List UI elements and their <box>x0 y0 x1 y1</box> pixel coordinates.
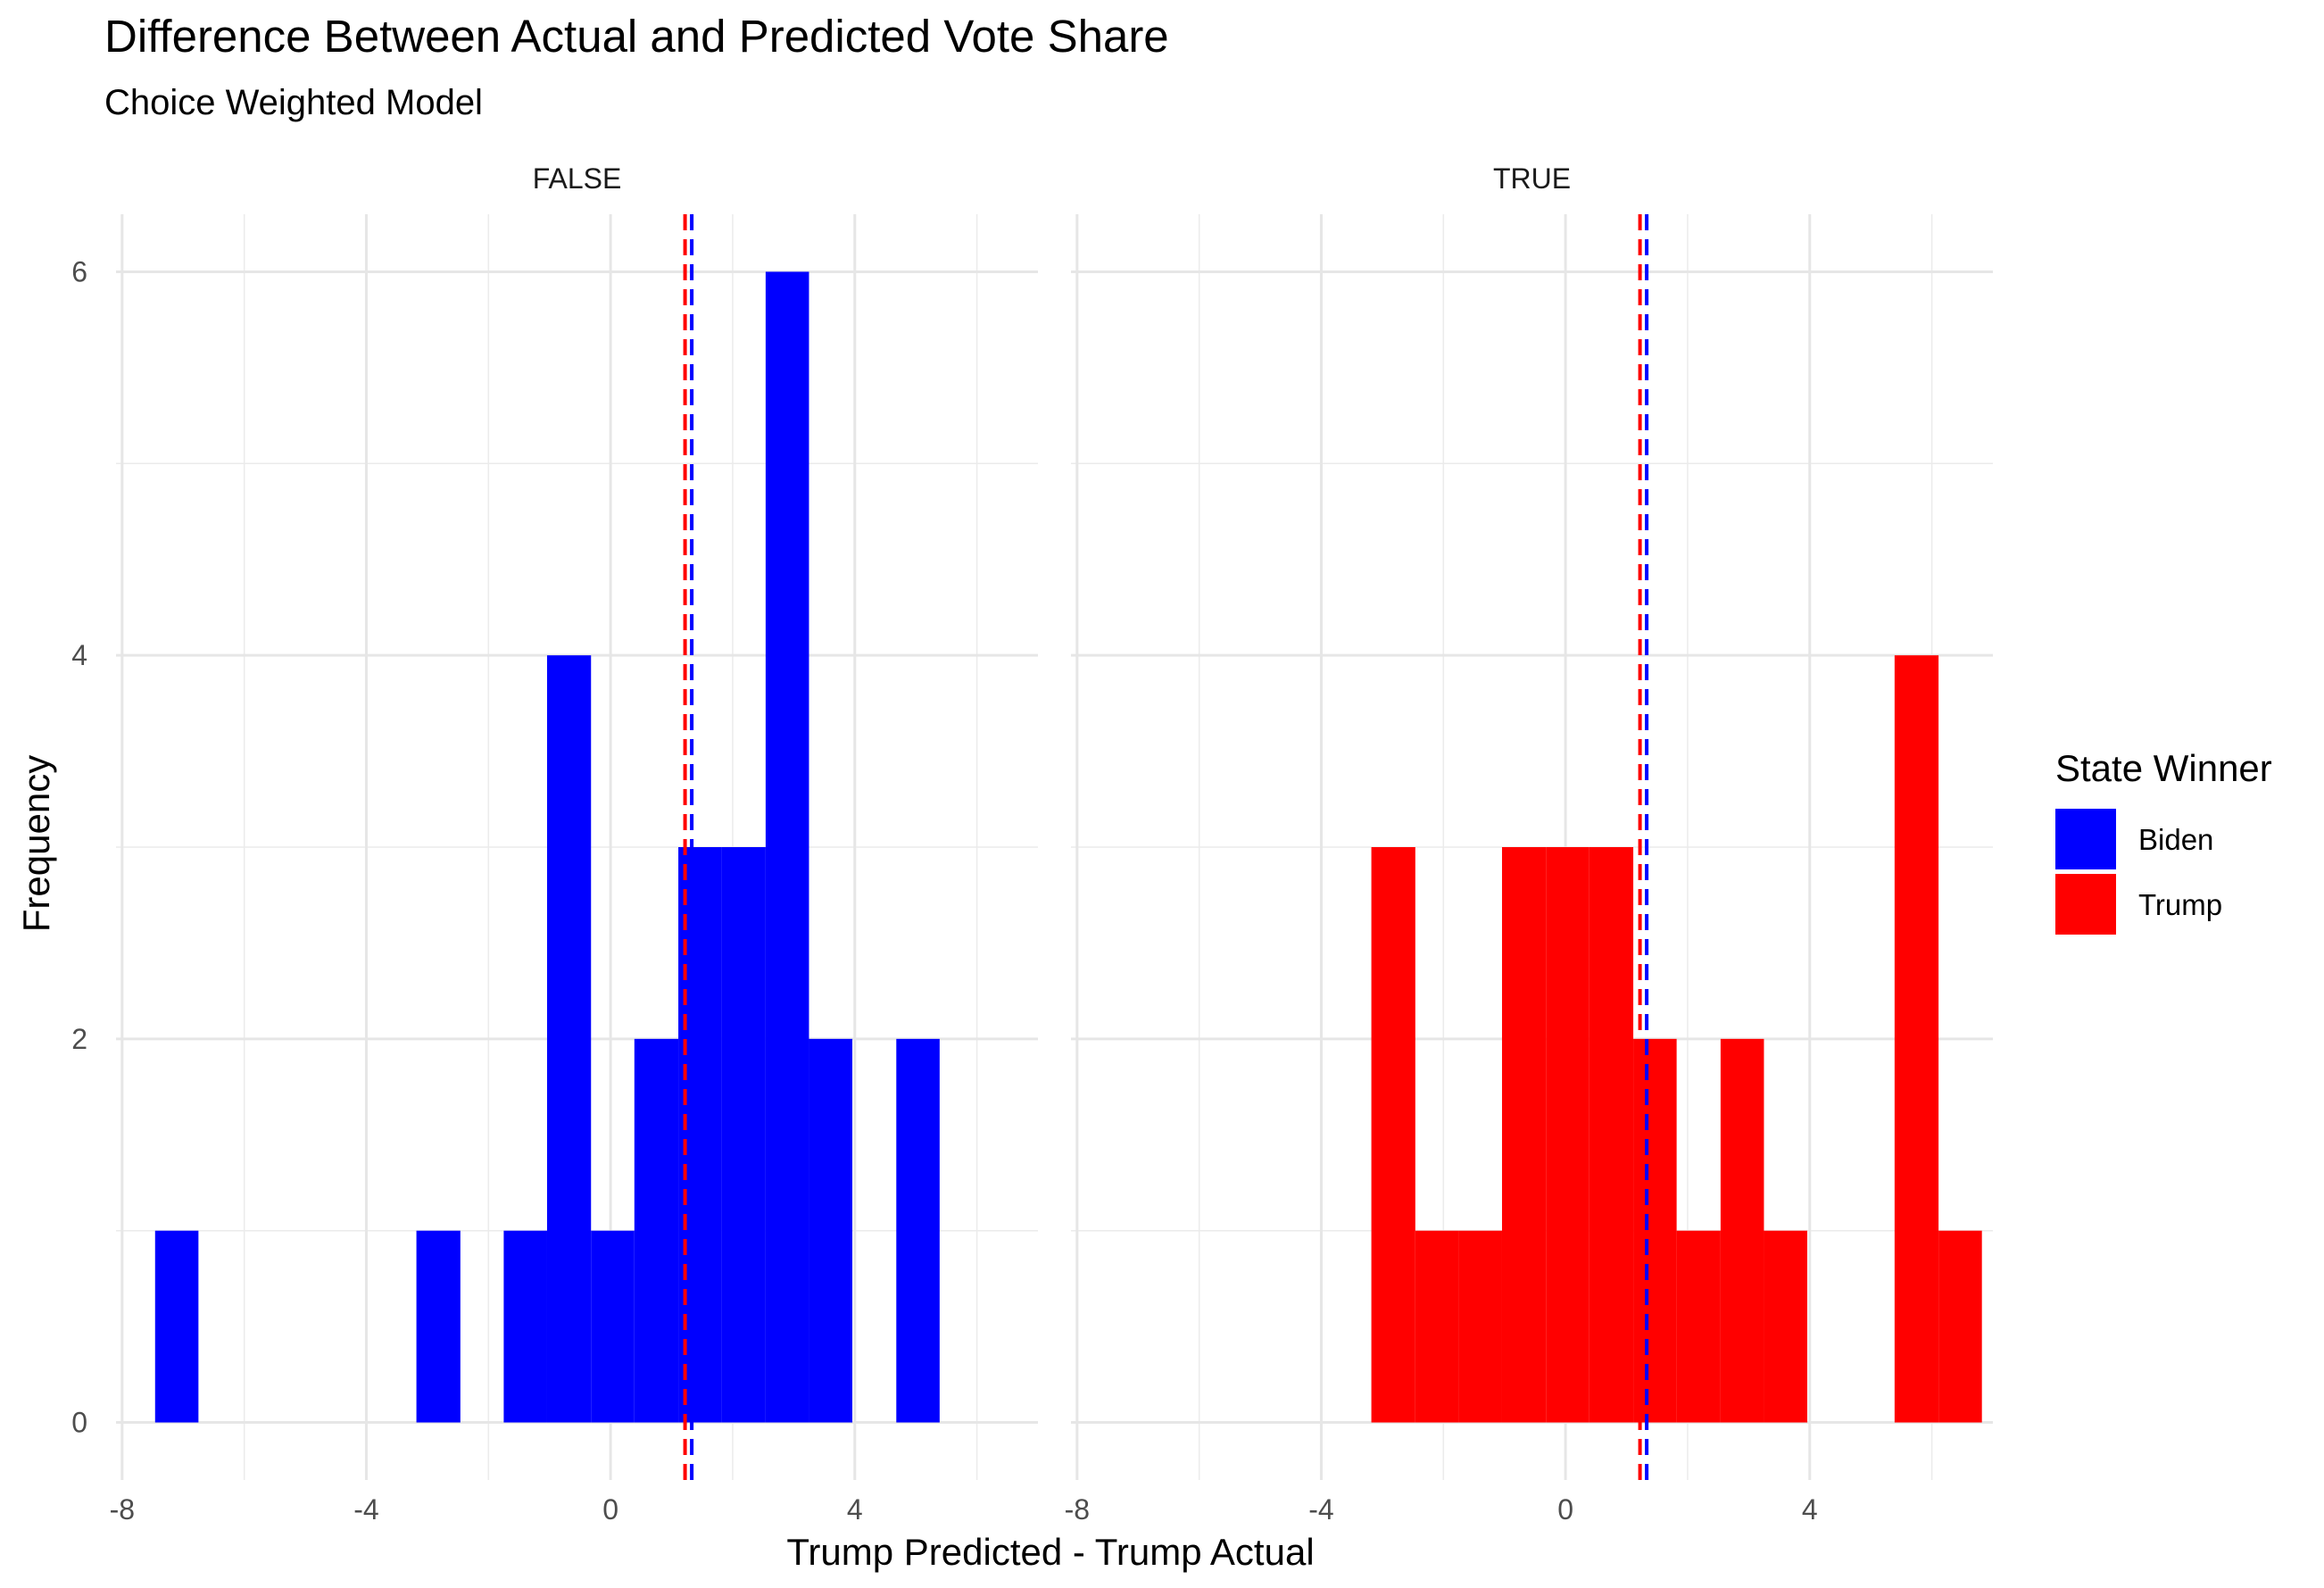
x-tick-label: 4 <box>847 1493 863 1526</box>
histogram-bar <box>809 1038 853 1423</box>
histogram-bar <box>546 655 592 1423</box>
y-tick-label: 6 <box>71 255 87 287</box>
y-tick-label: 0 <box>71 1407 87 1439</box>
legend-label-biden: Biden <box>2138 823 2213 856</box>
legend-label-trump: Trump <box>2138 888 2222 921</box>
facet-panel-false: FALSE -8 -4 0 4 0 2 4 6 <box>71 162 1038 1526</box>
histogram-bar <box>416 1230 461 1423</box>
x-tick-label: 0 <box>602 1493 618 1526</box>
histogram-bar <box>1546 847 1589 1423</box>
chart-subtitle: Choice Weighted Model <box>104 83 483 122</box>
y-tick-label: 2 <box>71 1023 87 1055</box>
histogram-bar <box>1371 847 1415 1423</box>
histogram-bar <box>1764 1230 1808 1423</box>
facet-strip-label: FALSE <box>533 162 622 195</box>
x-tick-label: 0 <box>1557 1493 1573 1526</box>
histogram-bar <box>1894 655 1939 1423</box>
histogram-bar <box>678 847 722 1423</box>
histogram-bar <box>765 271 809 1423</box>
histogram-bar <box>721 847 766 1423</box>
histogram-bar <box>1458 1230 1502 1423</box>
histogram-bar <box>1589 847 1634 1423</box>
legend-title: State Winner <box>2055 747 2272 789</box>
histogram-bar <box>503 1230 547 1423</box>
histogram-bar <box>154 1230 199 1423</box>
x-tick-label: -8 <box>110 1493 135 1526</box>
histogram-bar <box>1415 1230 1459 1423</box>
histogram-bar <box>1938 1230 1982 1423</box>
x-axis-label: Trump Predicted - Trump Actual <box>786 1531 1314 1573</box>
histogram-bar <box>634 1038 679 1423</box>
y-tick-label: 4 <box>71 639 87 671</box>
facet-panel-true: TRUE -8 -4 0 4 <box>1065 162 1993 1526</box>
x-tick-label: -8 <box>1065 1493 1090 1526</box>
legend-swatch-biden <box>2055 809 2116 869</box>
legend-swatch-trump <box>2055 874 2116 935</box>
facet-strip-label: TRUE <box>1493 162 1571 195</box>
x-tick-label: -4 <box>1308 1493 1333 1526</box>
x-tick-label: -4 <box>353 1493 378 1526</box>
y-axis-label: Frequency <box>15 755 57 932</box>
histogram-bar <box>1676 1230 1721 1423</box>
histogram-bar <box>1720 1038 1764 1423</box>
x-tick-label: 4 <box>1802 1493 1818 1526</box>
facet-panels: FALSE -8 -4 0 4 0 2 4 6 TRUE -8 -4 0 4 <box>71 162 1993 1526</box>
histogram-bar <box>1501 847 1547 1423</box>
chart-title: Difference Between Actual and Predicted … <box>104 11 1169 62</box>
histogram-bar <box>591 1230 635 1423</box>
histogram-bar <box>896 1038 940 1423</box>
legend: State Winner Biden Trump <box>2055 747 2272 935</box>
